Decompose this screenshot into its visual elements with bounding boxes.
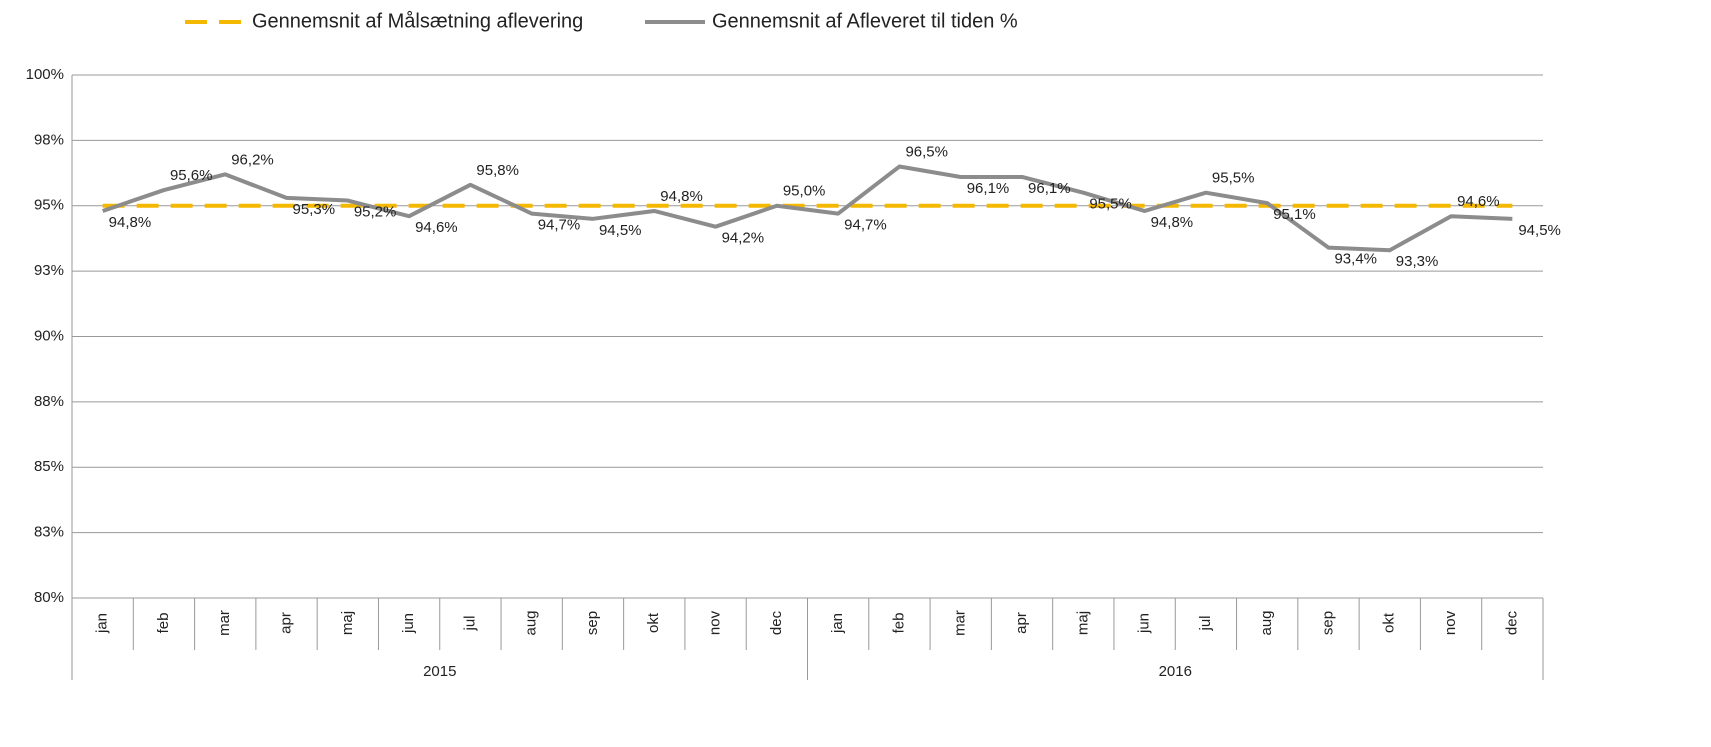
y-tick-label: 88% bbox=[34, 393, 64, 410]
group-label: 2016 bbox=[1159, 663, 1192, 680]
x-tick-label: jul bbox=[461, 615, 478, 631]
data-label: 94,5% bbox=[599, 222, 642, 239]
x-tick-label: mar bbox=[216, 610, 233, 636]
y-tick-label: 95% bbox=[34, 197, 64, 214]
x-tick-label: dec bbox=[1503, 610, 1520, 635]
x-tick-label: feb bbox=[155, 613, 172, 634]
data-label: 94,7% bbox=[844, 217, 887, 234]
data-label: 94,5% bbox=[1518, 222, 1561, 239]
data-label: 93,4% bbox=[1334, 251, 1377, 268]
data-label: 95,6% bbox=[170, 167, 213, 184]
x-tick-label: apr bbox=[1013, 612, 1030, 634]
legend-label: Gennemsnit af Målsætning aflevering bbox=[252, 10, 583, 32]
data-label: 94,8% bbox=[109, 214, 152, 231]
x-tick-label: maj bbox=[339, 611, 356, 635]
data-label: 96,1% bbox=[1028, 180, 1071, 197]
data-label: 96,1% bbox=[967, 180, 1010, 197]
group-label: 2015 bbox=[423, 663, 456, 680]
x-tick-label: aug bbox=[523, 610, 540, 635]
data-label: 94,7% bbox=[538, 217, 581, 234]
data-label: 95,5% bbox=[1089, 196, 1132, 213]
data-label: 95,8% bbox=[476, 162, 519, 179]
data-label: 96,5% bbox=[905, 143, 948, 160]
x-tick-label: feb bbox=[890, 613, 907, 634]
x-tick-label: nov bbox=[1442, 610, 1459, 635]
x-tick-label: aug bbox=[1258, 610, 1275, 635]
data-label: 95,0% bbox=[783, 183, 826, 200]
data-label: 95,1% bbox=[1273, 206, 1316, 223]
x-tick-label: jan bbox=[94, 613, 111, 634]
x-tick-label: jun bbox=[400, 613, 417, 634]
legend-label: Gennemsnit af Afleveret til tiden % bbox=[712, 10, 1018, 32]
x-tick-label: okt bbox=[1381, 612, 1398, 633]
x-tick-label: jun bbox=[1136, 613, 1153, 634]
x-tick-label: sep bbox=[1319, 611, 1336, 635]
y-tick-label: 83% bbox=[34, 524, 64, 541]
series-line bbox=[101, 164, 1513, 253]
data-label: 94,8% bbox=[1151, 214, 1194, 231]
data-label: 95,2% bbox=[354, 203, 397, 220]
x-tick-label: mar bbox=[952, 610, 969, 636]
data-label: 94,2% bbox=[722, 230, 765, 247]
y-tick-label: 100% bbox=[26, 66, 64, 83]
y-tick-label: 90% bbox=[34, 327, 64, 344]
data-label: 95,3% bbox=[293, 201, 336, 218]
data-label: 94,6% bbox=[415, 219, 458, 236]
x-tick-label: jul bbox=[1197, 615, 1214, 631]
x-tick-label: apr bbox=[277, 612, 294, 634]
x-tick-label: nov bbox=[707, 610, 724, 635]
x-tick-label: maj bbox=[1074, 611, 1091, 635]
x-tick-label: jan bbox=[829, 613, 846, 634]
x-tick-label: okt bbox=[645, 612, 662, 633]
data-label: 96,2% bbox=[231, 151, 274, 168]
y-tick-label: 98% bbox=[34, 131, 64, 148]
x-tick-label: dec bbox=[768, 610, 785, 635]
x-tick-label: sep bbox=[584, 611, 601, 635]
data-label: 95,5% bbox=[1212, 170, 1255, 187]
data-label: 93,3% bbox=[1396, 253, 1439, 270]
y-tick-label: 85% bbox=[34, 458, 64, 475]
data-label: 94,6% bbox=[1457, 193, 1500, 210]
y-tick-label: 93% bbox=[34, 262, 64, 279]
data-label: 94,8% bbox=[660, 188, 703, 205]
y-tick-label: 80% bbox=[34, 589, 64, 606]
